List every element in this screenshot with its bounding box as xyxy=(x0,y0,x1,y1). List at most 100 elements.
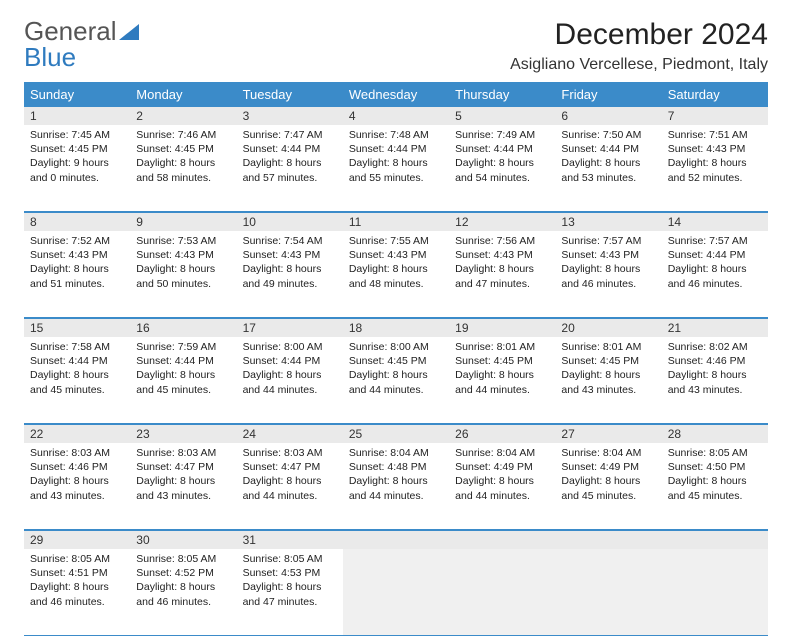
day-number: 30 xyxy=(130,531,236,549)
day-number: 6 xyxy=(555,107,661,125)
day-number: 17 xyxy=(237,319,343,337)
day-header: Monday xyxy=(130,82,236,107)
day-cell: Sunrise: 8:00 AMSunset: 4:44 PMDaylight:… xyxy=(237,337,343,423)
day-header: Thursday xyxy=(449,82,555,107)
day-cell: Sunrise: 7:47 AMSunset: 4:44 PMDaylight:… xyxy=(237,125,343,211)
day-cell: Sunrise: 7:51 AMSunset: 4:43 PMDaylight:… xyxy=(662,125,768,211)
week-row: Sunrise: 7:45 AMSunset: 4:45 PMDaylight:… xyxy=(24,125,768,212)
day-cell xyxy=(662,549,768,635)
daynum-row: 1234567 xyxy=(24,107,768,125)
day-number: 10 xyxy=(237,213,343,231)
daynum-row: 15161718192021 xyxy=(24,319,768,337)
day-number: 19 xyxy=(449,319,555,337)
day-cell: Sunrise: 7:55 AMSunset: 4:43 PMDaylight:… xyxy=(343,231,449,317)
day-number: 16 xyxy=(130,319,236,337)
day-number: 15 xyxy=(24,319,130,337)
calendar: Sunday Monday Tuesday Wednesday Thursday… xyxy=(24,82,768,636)
day-cell: Sunrise: 8:05 AMSunset: 4:51 PMDaylight:… xyxy=(24,549,130,635)
day-number: 25 xyxy=(343,425,449,443)
day-number: 11 xyxy=(343,213,449,231)
day-number: 21 xyxy=(662,319,768,337)
logo: General Blue xyxy=(24,18,139,70)
day-header: Tuesday xyxy=(237,82,343,107)
title-block: December 2024 Asigliano Vercellese, Pied… xyxy=(510,18,768,74)
day-cell: Sunrise: 7:49 AMSunset: 4:44 PMDaylight:… xyxy=(449,125,555,211)
day-header: Saturday xyxy=(662,82,768,107)
day-cell: Sunrise: 7:54 AMSunset: 4:43 PMDaylight:… xyxy=(237,231,343,317)
day-number: 8 xyxy=(24,213,130,231)
daynum-row: 22232425262728 xyxy=(24,425,768,443)
day-cell: Sunrise: 7:48 AMSunset: 4:44 PMDaylight:… xyxy=(343,125,449,211)
location: Asigliano Vercellese, Piedmont, Italy xyxy=(510,56,768,74)
day-cell: Sunrise: 7:52 AMSunset: 4:43 PMDaylight:… xyxy=(24,231,130,317)
daynum-row: 293031.... xyxy=(24,531,768,549)
day-cell: Sunrise: 7:58 AMSunset: 4:44 PMDaylight:… xyxy=(24,337,130,423)
week-row: Sunrise: 7:52 AMSunset: 4:43 PMDaylight:… xyxy=(24,231,768,318)
day-cell: Sunrise: 8:04 AMSunset: 4:49 PMDaylight:… xyxy=(555,443,661,529)
day-number: 26 xyxy=(449,425,555,443)
day-number: 18 xyxy=(343,319,449,337)
day-number: 20 xyxy=(555,319,661,337)
day-cell: Sunrise: 8:03 AMSunset: 4:47 PMDaylight:… xyxy=(237,443,343,529)
day-cell: Sunrise: 8:02 AMSunset: 4:46 PMDaylight:… xyxy=(662,337,768,423)
week-block: 891011121314Sunrise: 7:52 AMSunset: 4:43… xyxy=(24,212,768,318)
day-cell: Sunrise: 8:00 AMSunset: 4:45 PMDaylight:… xyxy=(343,337,449,423)
day-cell xyxy=(343,549,449,635)
logo-text-2: Blue xyxy=(24,42,76,72)
day-number: 3 xyxy=(237,107,343,125)
day-header-row: Sunday Monday Tuesday Wednesday Thursday… xyxy=(24,82,768,107)
day-number: 1 xyxy=(24,107,130,125)
day-cell: Sunrise: 7:45 AMSunset: 4:45 PMDaylight:… xyxy=(24,125,130,211)
triangle-icon xyxy=(119,16,139,46)
day-cell: Sunrise: 7:56 AMSunset: 4:43 PMDaylight:… xyxy=(449,231,555,317)
day-number: 24 xyxy=(237,425,343,443)
daynum-row: 891011121314 xyxy=(24,213,768,231)
day-number: . xyxy=(449,531,555,549)
day-header: Friday xyxy=(555,82,661,107)
day-number: 31 xyxy=(237,531,343,549)
day-number: 5 xyxy=(449,107,555,125)
week-row: Sunrise: 8:03 AMSunset: 4:46 PMDaylight:… xyxy=(24,443,768,530)
day-cell: Sunrise: 8:03 AMSunset: 4:46 PMDaylight:… xyxy=(24,443,130,529)
day-number: 4 xyxy=(343,107,449,125)
week-row: Sunrise: 8:05 AMSunset: 4:51 PMDaylight:… xyxy=(24,549,768,636)
day-number: 23 xyxy=(130,425,236,443)
day-cell: Sunrise: 8:05 AMSunset: 4:52 PMDaylight:… xyxy=(130,549,236,635)
day-number: 2 xyxy=(130,107,236,125)
header: General Blue December 2024 Asigliano Ver… xyxy=(24,18,768,74)
day-cell xyxy=(449,549,555,635)
day-cell: Sunrise: 8:05 AMSunset: 4:50 PMDaylight:… xyxy=(662,443,768,529)
day-number: 29 xyxy=(24,531,130,549)
day-cell: Sunrise: 7:57 AMSunset: 4:43 PMDaylight:… xyxy=(555,231,661,317)
day-cell: Sunrise: 7:59 AMSunset: 4:44 PMDaylight:… xyxy=(130,337,236,423)
day-number: . xyxy=(662,531,768,549)
day-cell: Sunrise: 7:46 AMSunset: 4:45 PMDaylight:… xyxy=(130,125,236,211)
day-header: Sunday xyxy=(24,82,130,107)
day-cell: Sunrise: 8:04 AMSunset: 4:48 PMDaylight:… xyxy=(343,443,449,529)
day-cell: Sunrise: 8:05 AMSunset: 4:53 PMDaylight:… xyxy=(237,549,343,635)
day-cell: Sunrise: 8:03 AMSunset: 4:47 PMDaylight:… xyxy=(130,443,236,529)
day-number: 13 xyxy=(555,213,661,231)
day-cell: Sunrise: 7:50 AMSunset: 4:44 PMDaylight:… xyxy=(555,125,661,211)
day-cell: Sunrise: 7:57 AMSunset: 4:44 PMDaylight:… xyxy=(662,231,768,317)
week-block: 293031....Sunrise: 8:05 AMSunset: 4:51 P… xyxy=(24,530,768,636)
day-number: 28 xyxy=(662,425,768,443)
day-number: 7 xyxy=(662,107,768,125)
day-number: 9 xyxy=(130,213,236,231)
day-number: 12 xyxy=(449,213,555,231)
day-cell xyxy=(555,549,661,635)
day-number: 14 xyxy=(662,213,768,231)
day-cell: Sunrise: 8:01 AMSunset: 4:45 PMDaylight:… xyxy=(449,337,555,423)
day-cell: Sunrise: 7:53 AMSunset: 4:43 PMDaylight:… xyxy=(130,231,236,317)
day-number: . xyxy=(343,531,449,549)
day-cell: Sunrise: 8:01 AMSunset: 4:45 PMDaylight:… xyxy=(555,337,661,423)
month-title: December 2024 xyxy=(510,18,768,52)
day-number: . xyxy=(555,531,661,549)
week-block: 1234567Sunrise: 7:45 AMSunset: 4:45 PMDa… xyxy=(24,107,768,212)
day-number: 27 xyxy=(555,425,661,443)
week-block: 22232425262728Sunrise: 8:03 AMSunset: 4:… xyxy=(24,424,768,530)
day-number: 22 xyxy=(24,425,130,443)
day-header: Wednesday xyxy=(343,82,449,107)
week-block: 15161718192021Sunrise: 7:58 AMSunset: 4:… xyxy=(24,318,768,424)
week-row: Sunrise: 7:58 AMSunset: 4:44 PMDaylight:… xyxy=(24,337,768,424)
